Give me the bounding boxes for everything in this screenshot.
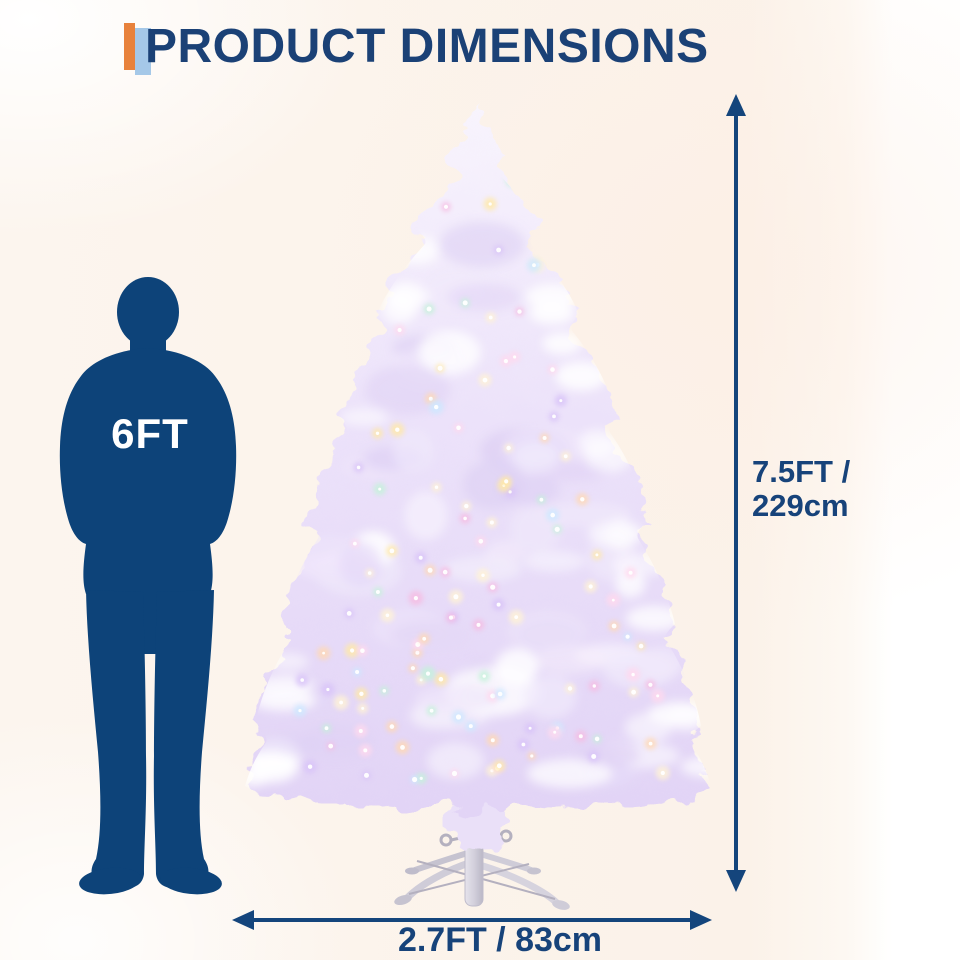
height-dimension-label: 7.5FT / 229cm [752,455,850,523]
person-height-label: 6FT [111,410,189,457]
accent-bar-orange-icon [124,23,135,70]
height-arrow-icon [726,94,746,892]
person-shape [59,277,237,895]
height-dimension-line2: 229cm [752,488,849,523]
page-title: PRODUCT DIMENSIONS [145,20,709,73]
width-dimension-label: 2.7FT / 83cm [397,921,603,959]
width-arrow-icon [232,910,712,930]
person-silhouette: 6FT [55,276,245,898]
height-dimension-line1: 7.5FT / [752,454,851,489]
tree-lights [293,172,670,785]
accent-bar-blue-icon [135,28,151,75]
header: PRODUCT DIMENSIONS [120,18,740,82]
person-silhouette-image [59,277,237,895]
tree-foliage [245,102,711,811]
christmas-tree-illustration [245,102,711,910]
